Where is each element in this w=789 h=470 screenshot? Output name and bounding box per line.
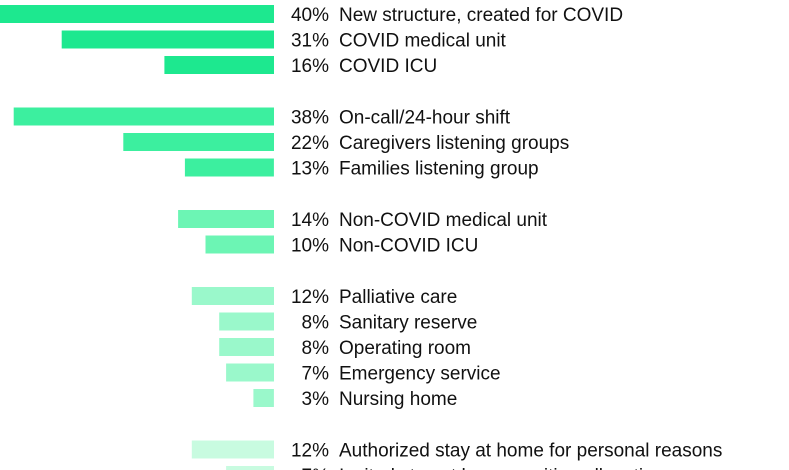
value-label: 3% bbox=[302, 389, 330, 410]
category-label: Palliative care bbox=[339, 287, 457, 308]
bar bbox=[219, 312, 274, 331]
value-label: 10% bbox=[291, 236, 329, 257]
value-label: 13% bbox=[291, 159, 329, 180]
bar bbox=[205, 235, 274, 254]
category-label: Families listening group bbox=[339, 159, 539, 180]
category-label: COVID medical unit bbox=[339, 31, 507, 52]
value-label: 12% bbox=[291, 441, 329, 462]
bar bbox=[164, 56, 274, 74]
category-label: Authorized stay at home for personal rea… bbox=[339, 441, 722, 462]
category-label: Caregivers listening groups bbox=[339, 133, 569, 154]
bar bbox=[191, 440, 274, 459]
bar bbox=[226, 363, 274, 382]
value-label: 22% bbox=[291, 133, 329, 154]
category-label: Invited stay at home, waiting allocation bbox=[339, 466, 664, 470]
category-label: New structure, created for COVID bbox=[339, 5, 623, 26]
category-label: Operating room bbox=[339, 338, 471, 359]
category-label: Sanitary reserve bbox=[339, 313, 477, 334]
bar bbox=[226, 466, 274, 470]
category-label: Non-COVID medical unit bbox=[339, 210, 548, 231]
value-label: 31% bbox=[291, 31, 329, 52]
value-label: 14% bbox=[291, 210, 329, 231]
bar bbox=[178, 210, 274, 228]
value-label: 38% bbox=[291, 108, 329, 129]
bar bbox=[219, 338, 274, 356]
category-label: On-call/24-hour shift bbox=[339, 108, 511, 129]
value-label: 16% bbox=[291, 56, 329, 77]
bar bbox=[184, 158, 274, 177]
category-label: Emergency service bbox=[339, 364, 501, 385]
value-label: 12% bbox=[291, 287, 329, 308]
category-label: Nursing home bbox=[339, 389, 457, 410]
value-label: 40% bbox=[291, 5, 329, 26]
value-label: 7% bbox=[302, 466, 330, 470]
bar bbox=[0, 5, 274, 23]
bar bbox=[61, 30, 275, 49]
bar bbox=[253, 389, 274, 407]
bar bbox=[123, 133, 274, 151]
bar bbox=[13, 107, 274, 126]
category-label: Non-COVID ICU bbox=[339, 236, 478, 257]
value-label: 7% bbox=[302, 364, 330, 385]
bar bbox=[191, 287, 274, 305]
value-label: 8% bbox=[302, 313, 330, 334]
value-label: 8% bbox=[302, 338, 330, 359]
category-label: COVID ICU bbox=[339, 56, 437, 77]
